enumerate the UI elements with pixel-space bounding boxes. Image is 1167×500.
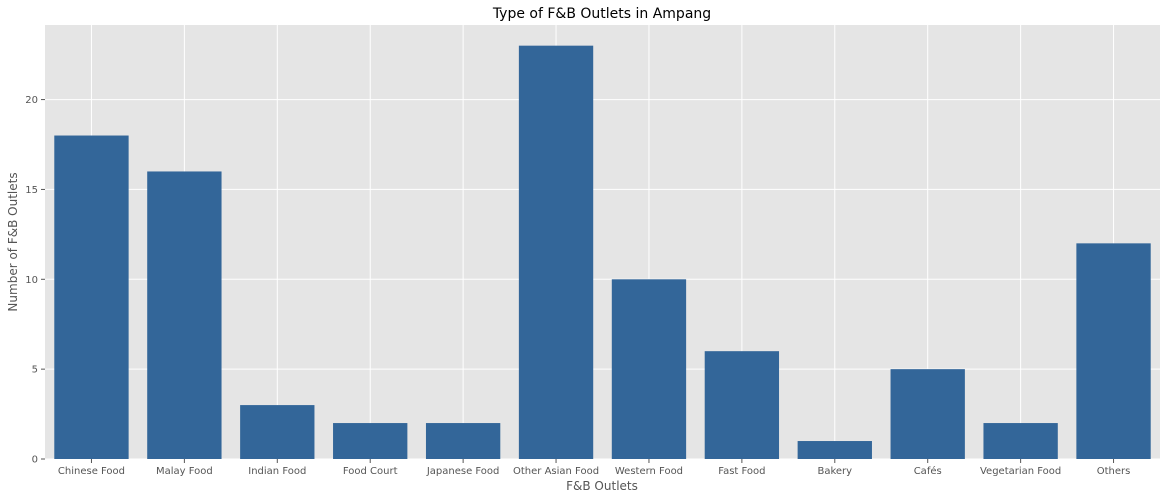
y-tick-label: 0 [32, 455, 38, 466]
x-tick-label: Other Asian Food [513, 466, 599, 477]
bar [518, 45, 594, 460]
plot-background [45, 25, 1160, 459]
x-tick-label: Bakery [817, 466, 852, 477]
bar [704, 351, 780, 459]
bar [1076, 243, 1151, 459]
bar [333, 423, 408, 459]
x-axis-ticks: Chinese Food Malay Food Indian Food Food Co… [58, 459, 1130, 477]
y-axis-ticks: 0 5 10 15 20 [25, 95, 45, 466]
x-tick-label: Others [1097, 466, 1131, 477]
x-tick-label: Indian Food [248, 466, 306, 477]
bar [983, 423, 1058, 459]
bar [890, 369, 965, 459]
bar [425, 423, 501, 459]
x-tick-label: Vegetarian Food [980, 466, 1061, 477]
y-axis-label: Number of F&B Outlets [6, 172, 20, 311]
bar [54, 135, 129, 460]
x-tick-label: Chinese Food [58, 466, 125, 477]
bar [147, 171, 222, 459]
chart-title: Type of F&B Outlets in Ampang [492, 6, 711, 22]
y-tick-label: 15 [25, 185, 38, 196]
bar [611, 279, 687, 459]
bar [240, 405, 315, 459]
x-axis-label: F&B Outlets [566, 479, 638, 493]
x-tick-label: Malay Food [156, 466, 213, 477]
bar [797, 441, 872, 459]
x-tick-label: Cafés [914, 465, 942, 477]
x-tick-label: Food Court [343, 466, 398, 477]
y-tick-label: 20 [25, 95, 38, 106]
y-tick-label: 10 [25, 275, 38, 286]
x-tick-label: Japanese Food [426, 466, 500, 477]
bars [54, 45, 1151, 460]
y-tick-label: 5 [32, 365, 38, 376]
x-tick-label: Fast Food [718, 466, 765, 477]
x-tick-label: Western Food [615, 466, 683, 477]
